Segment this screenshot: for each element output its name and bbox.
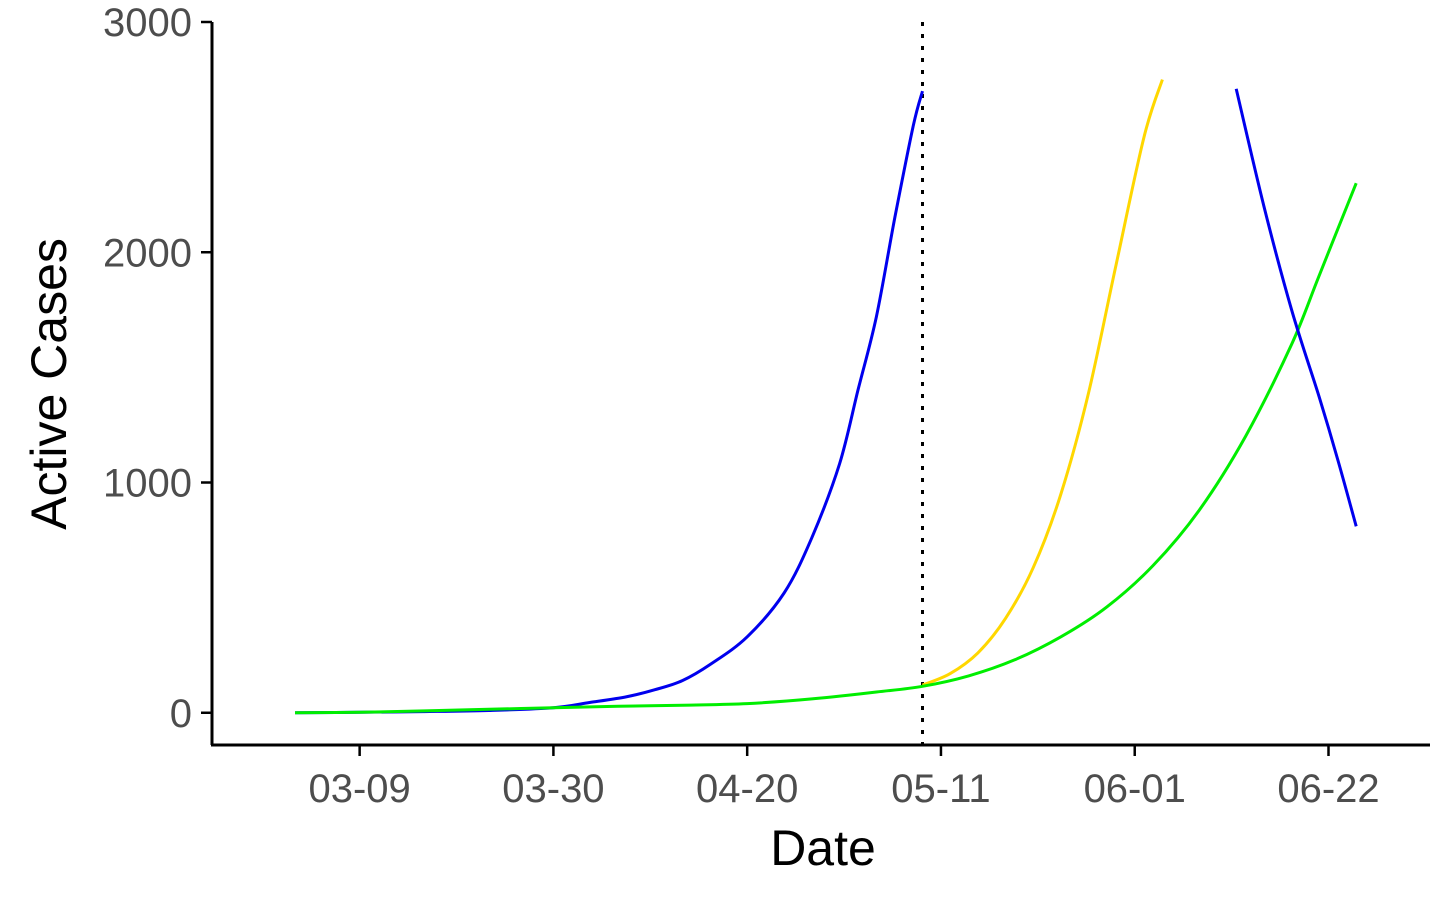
x-ticks: 03-09 03-30 04-20 05-11 06-01 06-22 xyxy=(308,745,1380,811)
y-ticks: 0 1000 2000 3000 xyxy=(103,1,212,736)
y-tick-label: 1000 xyxy=(103,462,192,506)
y-tick-label: 2000 xyxy=(103,231,192,275)
x-tick-label: 06-01 xyxy=(1084,767,1186,811)
y-tick-label: 0 xyxy=(170,692,192,736)
series-line-4 xyxy=(1234,88,1358,527)
x-tick-label: 03-30 xyxy=(502,767,604,811)
x-tick-label: 04-20 xyxy=(696,767,798,811)
x-tick-label: 06-22 xyxy=(1277,767,1379,811)
series-line-1 xyxy=(294,90,924,715)
y-axis-title: Active Cases xyxy=(21,238,77,530)
series-line-2 xyxy=(921,79,1164,687)
x-tick-label: 05-11 xyxy=(891,767,990,811)
x-tick-label: 03-09 xyxy=(308,767,410,811)
series-line-3 xyxy=(294,182,1358,715)
x-axis-title: Date xyxy=(770,820,876,876)
series-layer xyxy=(294,22,1358,745)
y-tick-label: 3000 xyxy=(103,1,192,45)
